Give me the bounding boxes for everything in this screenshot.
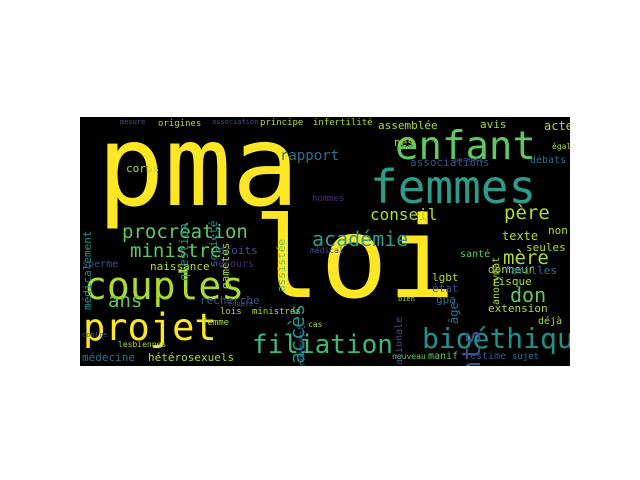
word-lgbt: lgbt xyxy=(432,271,459,284)
word-sperme: sperme xyxy=(82,259,119,270)
word-academie: académie xyxy=(312,227,409,251)
word-bien: bien xyxy=(398,295,415,303)
word-naissance: naissance xyxy=(150,260,210,273)
word-medical: médical xyxy=(310,246,344,255)
word-cas: cas xyxy=(308,320,323,329)
word-lesbiennes: lesbiennes xyxy=(118,340,167,349)
word-filiation: filiation xyxy=(252,330,393,360)
word-pma: pma xyxy=(97,117,300,232)
word-droits: droits xyxy=(218,244,258,257)
word-texte: texte xyxy=(502,229,539,243)
word-medicalement: médicalement xyxy=(81,231,94,311)
word-etat: état xyxy=(432,282,459,295)
word-deja: déjà xyxy=(538,316,563,327)
word-femme: femme xyxy=(202,318,230,328)
word-seules: seules xyxy=(526,241,566,254)
word-assistee: assistée xyxy=(275,239,288,292)
word-acte: acte xyxy=(544,119,570,133)
word-corps: corps xyxy=(126,162,160,175)
word-parents: parents xyxy=(454,156,484,164)
word-egalite: égalité xyxy=(552,142,570,151)
word-nationale: nationale xyxy=(394,317,405,366)
word-procreation: procréation xyxy=(122,221,248,243)
word-ans: ans xyxy=(108,290,143,312)
word-mere: mère xyxy=(503,247,549,269)
word-origines: origines xyxy=(158,119,202,129)
word-extension: extension xyxy=(488,302,548,315)
word-heterosexuels: hétérosexuels xyxy=(148,351,235,364)
word-rapport: rapport xyxy=(280,148,340,164)
word-anonymat: anonymat xyxy=(491,257,502,306)
word-sujet: sujet xyxy=(512,352,540,362)
word-risque: risque xyxy=(492,275,532,288)
word-lois: lois xyxy=(220,307,242,317)
word-mesure: mesure xyxy=(120,118,146,126)
word-femmes: femmes xyxy=(370,160,537,214)
word-sante: santé xyxy=(460,249,491,260)
word-projet: projet xyxy=(83,306,217,349)
word-ministres: ministres xyxy=(252,307,301,317)
word-nouveau: nouveau xyxy=(392,352,426,361)
word-assemblee: assemblée xyxy=(378,119,438,132)
word-medecine: médecine xyxy=(82,351,135,364)
word-loi: loi xyxy=(253,194,456,324)
word-recherche: recherche xyxy=(200,294,260,307)
word-hommes: hommes xyxy=(312,194,345,204)
word-contre: contre xyxy=(82,331,108,339)
word-estime: estime xyxy=(470,351,507,362)
word-don: don xyxy=(510,283,547,307)
word-enfant: enfant xyxy=(395,124,536,169)
word-avis: avis xyxy=(480,118,507,131)
word-couple: couple xyxy=(228,300,254,308)
word-ministre: ministre xyxy=(130,240,222,262)
word-bioethique: bioéthique xyxy=(422,322,570,355)
word-non: non xyxy=(548,224,568,237)
word-association: association xyxy=(212,118,259,126)
word-cloud: pma loi femmes enfant couples projet bio… xyxy=(80,117,570,366)
word-debats: débats xyxy=(530,155,567,166)
word-conseil: conseil xyxy=(370,205,438,224)
word-recours: recours xyxy=(212,259,255,270)
word-manif: manif xyxy=(428,351,459,362)
word-pere: père xyxy=(504,202,550,224)
word-nes: nés xyxy=(394,136,414,149)
word-associations: associations xyxy=(410,156,490,169)
word-donneur: donneur xyxy=(488,263,535,276)
word-couples: couples xyxy=(84,264,245,308)
word-principe: principe xyxy=(260,118,304,128)
word-gpa: gpa xyxy=(436,293,456,306)
word-familles: familles xyxy=(504,264,557,277)
word-gouvernement: gouvernement xyxy=(297,325,308,366)
word-infertilite: infertilité xyxy=(313,118,373,128)
